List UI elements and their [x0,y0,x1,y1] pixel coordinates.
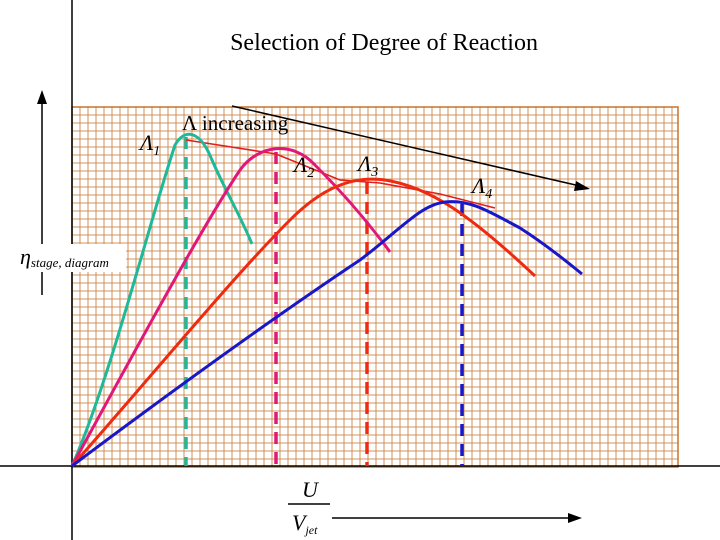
lambda-1-label: Λ1 [138,130,160,159]
grid [71,106,678,468]
y-axis-label-bg [18,244,126,272]
lambda-increasing-arrow [231,105,581,187]
lambda-increasing-arrowhead [574,181,590,191]
lambda-4-label: Λ4 [470,173,492,202]
grid-background [72,107,678,467]
speed-ratio-arrowhead [568,513,582,523]
efficiency-arrowhead [37,90,47,104]
lambda-2-curve [70,147,392,467]
y-axis-label: ηstage, diagram [20,244,109,270]
diagram-title: Selection of Degree of Reaction [230,30,538,56]
lambda-3-label: Λ3 [356,151,378,180]
lambda-increasing-label: Λ increasing [182,111,289,135]
x-axis-denominator: Vjet [292,510,318,537]
x-axis-numerator: U [302,477,320,502]
lambda-3-curve [70,177,537,468]
lambda-4-curve [71,200,583,468]
lambda-2-label: Λ2 [292,152,314,181]
